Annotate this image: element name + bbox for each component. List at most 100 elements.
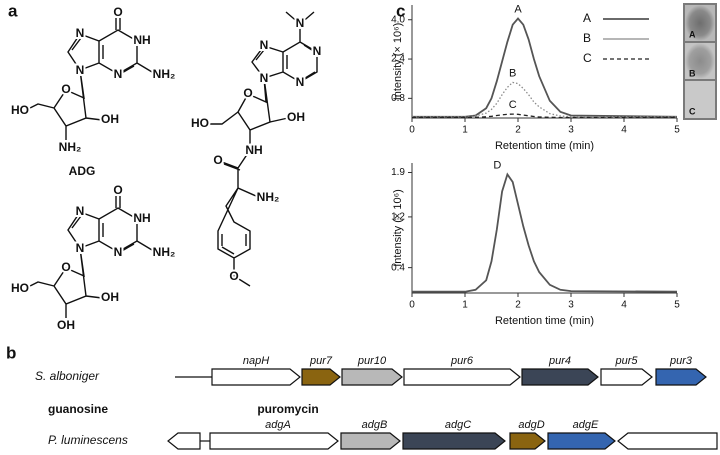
inset-image <box>685 81 715 118</box>
atom: OH <box>287 110 305 124</box>
x-tick-label: 5 <box>674 300 680 311</box>
gene-arrow <box>209 432 339 450</box>
atom: N <box>76 63 85 77</box>
y-axis-label: Intensity (× 10⁶) <box>392 23 404 101</box>
gene-arrow <box>340 432 401 450</box>
panel-label: a <box>8 1 18 20</box>
gene-label: pur5 <box>614 355 638 367</box>
atom: HO <box>11 103 29 117</box>
gene-label: adgD <box>518 419 544 431</box>
panel-label: c <box>396 1 405 20</box>
atom: OH <box>101 112 119 126</box>
y-tick-label: 4.0 <box>391 14 405 25</box>
gene-arrow <box>617 432 718 450</box>
inset-label: C <box>689 106 696 116</box>
gene-arrow <box>547 432 616 450</box>
x-tick-label: 4 <box>621 125 627 136</box>
gene-arrow <box>167 432 201 450</box>
atom: N <box>76 204 85 218</box>
x-tick-label: 2 <box>515 125 521 136</box>
series-line <box>412 172 678 293</box>
legend-label: C <box>583 51 592 65</box>
charts: 0 1 2 3 4 5 0.8 2.4 4.0 Retention time (min) Inten… <box>391 3 680 326</box>
series-line <box>412 113 677 119</box>
gene-label: pur6 <box>450 355 474 367</box>
gene-arrow <box>403 368 521 386</box>
series-line <box>412 17 678 118</box>
x-tick-label: 4 <box>621 300 627 311</box>
atom: NH₂ <box>257 190 280 204</box>
atom: OH <box>57 318 75 332</box>
molecule-name: guanosine <box>48 402 108 416</box>
atom: N <box>260 38 269 52</box>
legend-label: A <box>583 11 591 25</box>
insets: A B C <box>683 3 717 120</box>
x-tick-label: 5 <box>674 125 680 136</box>
atom: O <box>243 86 252 100</box>
atom: N <box>114 67 123 81</box>
gene-arrow <box>655 368 707 386</box>
gene-arrow <box>521 368 599 386</box>
molecule-guanosine: O NH NH₂ N N N O OH OH HO guanosine <box>9 181 177 416</box>
gene-label: napH <box>243 355 269 367</box>
inset-image <box>685 5 715 41</box>
gene-label: pur7 <box>309 355 333 367</box>
atom: O <box>61 260 70 274</box>
bonds <box>25 18 153 140</box>
inset-label: B <box>689 68 696 78</box>
atom: N <box>76 26 85 40</box>
x-tick-label: 3 <box>568 125 574 136</box>
bonds <box>208 11 318 287</box>
atom: NH₂ <box>153 67 176 81</box>
atom: O <box>61 82 70 96</box>
peak-label: C <box>509 99 517 111</box>
atom: NH <box>133 211 150 225</box>
y-tick-label: 1.2 <box>391 212 405 223</box>
atom: OH <box>101 290 119 304</box>
gene-arrow <box>509 432 546 450</box>
x-axis-label: Retention time (min) <box>495 315 594 327</box>
y-axis-label: Intensity (× 10⁶) <box>392 189 404 267</box>
x-axis-label: Retention time (min) <box>495 140 594 152</box>
gene-label: adgB <box>362 419 388 431</box>
atom: N <box>114 245 123 259</box>
organism: P. luminescens <box>48 433 128 447</box>
atom: N <box>76 241 85 255</box>
gene-label: adgC <box>445 419 471 431</box>
inset-image <box>685 43 715 79</box>
gene-arrow <box>402 432 506 450</box>
peak-label: D <box>493 159 501 171</box>
y-tick-label: 0.8 <box>391 93 405 104</box>
gene-arrow <box>301 368 341 386</box>
atom: O <box>213 153 222 167</box>
gene-label: pur3 <box>669 355 693 367</box>
atom: O <box>113 183 122 197</box>
gene-arrow <box>600 368 653 386</box>
peak-label: A <box>514 3 522 15</box>
peak-label: B <box>509 67 516 79</box>
gene-label: pur4 <box>548 355 571 367</box>
atom: N <box>296 75 305 89</box>
gene-label: adgA <box>265 419 291 431</box>
molecule-name: ADG <box>69 164 96 178</box>
bonds <box>25 196 153 318</box>
gene-arrow <box>211 368 301 386</box>
atom: NH <box>133 33 150 47</box>
atom: HO <box>11 281 29 295</box>
panel-label: b <box>6 343 16 362</box>
x-tick-label: 0 <box>409 300 415 311</box>
gene-label: pur10 <box>357 355 387 367</box>
y-tick-label: 2.4 <box>391 54 405 65</box>
atom: NH₂ <box>59 140 82 154</box>
x-tick-label: 0 <box>409 125 415 136</box>
x-tick-label: 2 <box>515 300 521 311</box>
molecule-name: puromycin <box>257 402 318 416</box>
atom: N <box>313 44 322 58</box>
atom: N <box>260 71 269 85</box>
molecule-puromycin: N N N N N O OH HO NH O NH₂ O puromycin <box>189 11 323 416</box>
atom: NH₂ <box>153 245 176 259</box>
y-tick-label: 0.4 <box>391 262 405 273</box>
x-tick-label: 3 <box>568 300 574 311</box>
gene-label: adgE <box>573 419 599 431</box>
